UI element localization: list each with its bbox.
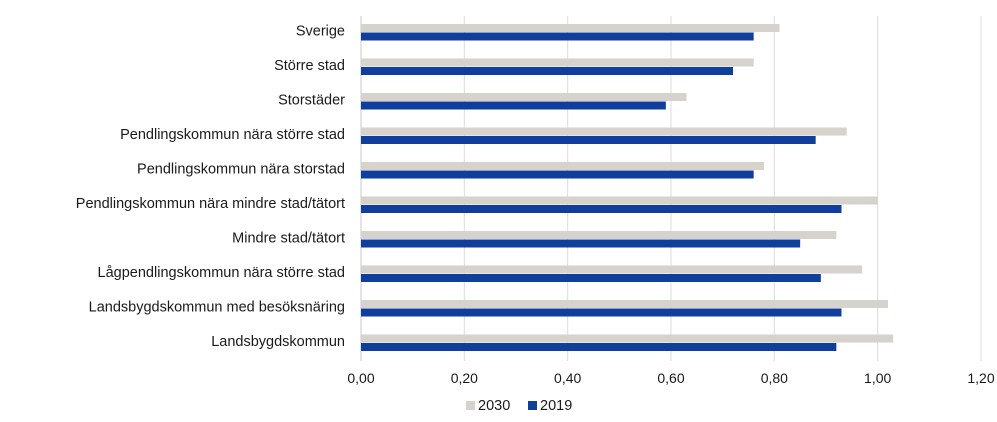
bar-2019-7 bbox=[361, 274, 821, 282]
legend-label: 2019 bbox=[540, 398, 572, 414]
category-label: Mindre stad/tätort bbox=[232, 231, 345, 247]
x-tick-labels: 0,00 0,20 0,40 0,60 0,80 1,00 1,20 bbox=[347, 370, 994, 386]
bar-2019-3 bbox=[361, 136, 816, 144]
bar-2030-0 bbox=[361, 24, 780, 32]
bar-2030-6 bbox=[361, 231, 837, 239]
category-label: Lågpendlingskommun nära större stad bbox=[98, 265, 345, 281]
bar-2019-6 bbox=[361, 239, 801, 248]
bar-2019-5 bbox=[361, 205, 842, 213]
x-tick-label: 1,00 bbox=[864, 370, 891, 386]
category-label: Pendlingskommun nära storstad bbox=[137, 162, 345, 178]
category-label: Landsbygdskommun bbox=[211, 334, 345, 350]
bar-2030-3 bbox=[361, 127, 847, 136]
x-tick-label: 1,20 bbox=[967, 370, 994, 386]
x-tick-label: 0,40 bbox=[554, 370, 581, 386]
category-label: Sverige bbox=[296, 24, 345, 40]
category-label: Större stad bbox=[274, 58, 345, 74]
category-labels: Sverige Större stad Storstäder Pendlingskom… bbox=[76, 24, 345, 351]
category-label: Pendlingskommun nära större stad bbox=[120, 127, 345, 143]
bars bbox=[361, 24, 894, 351]
bar-2030-1 bbox=[361, 58, 754, 67]
x-tick-label: 0,60 bbox=[657, 370, 684, 386]
legend-label: 2030 bbox=[478, 398, 510, 414]
legend: 2030 2019 bbox=[466, 398, 572, 414]
category-label: Pendlingskommun nära mindre stad/tätort bbox=[76, 196, 345, 212]
x-tick-label: 0,00 bbox=[347, 370, 374, 386]
bar-2030-2 bbox=[361, 93, 687, 101]
bar-2019-4 bbox=[361, 170, 754, 179]
bar-2030-8 bbox=[361, 300, 888, 308]
bar-2030-9 bbox=[361, 334, 894, 343]
x-tick-label: 0,20 bbox=[451, 370, 478, 386]
bar-2019-0 bbox=[361, 32, 754, 41]
bar-2030-5 bbox=[361, 196, 878, 205]
bar-2019-1 bbox=[361, 67, 733, 75]
legend-swatch-2030 bbox=[466, 401, 475, 410]
category-label: Storstäder bbox=[278, 93, 345, 109]
legend-swatch-2019 bbox=[528, 401, 537, 410]
bar-2019-8 bbox=[361, 308, 842, 317]
category-label: Landsbygdskommun med besöksnäring bbox=[89, 300, 345, 316]
x-tick-label: 0,80 bbox=[761, 370, 788, 386]
bar-2019-9 bbox=[361, 343, 837, 351]
bar-2030-4 bbox=[361, 162, 764, 170]
bar-2019-2 bbox=[361, 101, 666, 110]
bar-2030-7 bbox=[361, 265, 863, 274]
